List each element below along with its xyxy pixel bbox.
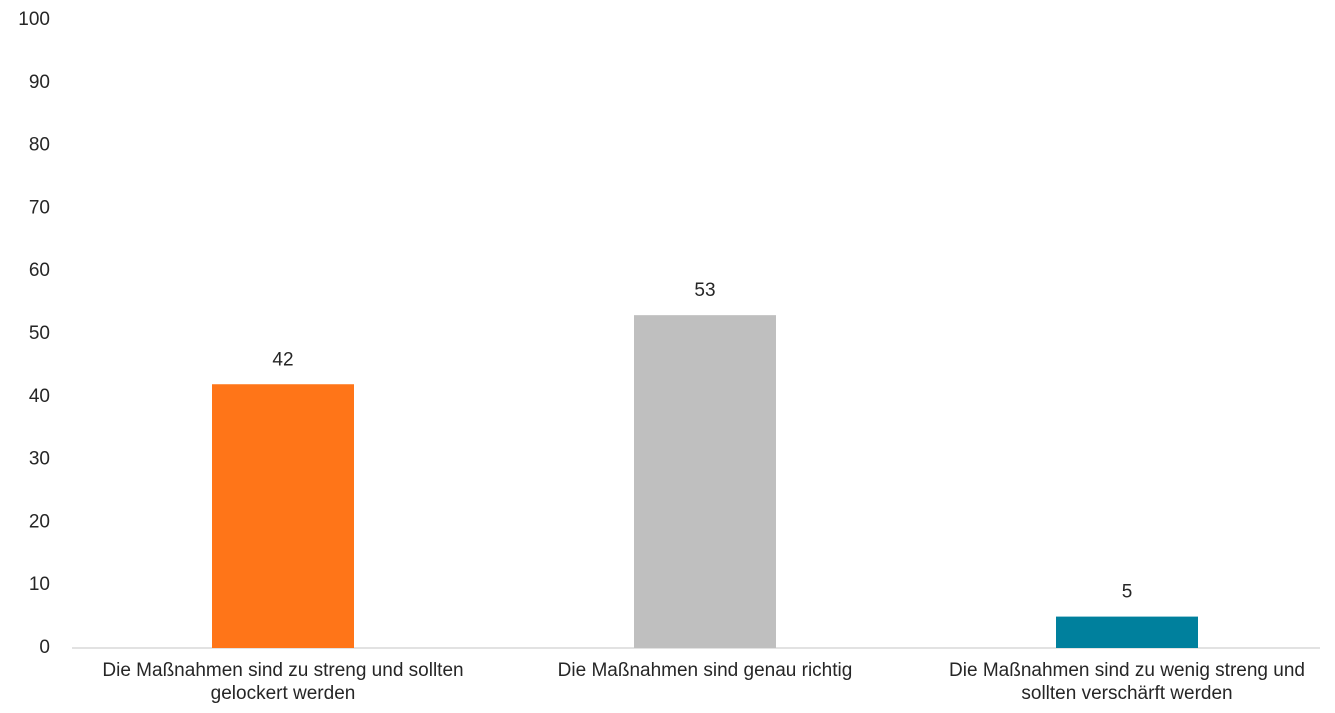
x-tick-label: Die Maßnahmen sind zu streng und sollten… xyxy=(102,660,464,704)
y-tick-label: 70 xyxy=(29,197,50,218)
value-label: 53 xyxy=(694,280,715,301)
value-label: 42 xyxy=(272,349,293,370)
bar xyxy=(634,315,776,648)
y-tick-label: 40 xyxy=(29,386,50,407)
y-tick-label: 0 xyxy=(39,637,50,658)
bar xyxy=(212,384,354,648)
x-tick-label: Die Maßnahmen sind zu wenig streng und s… xyxy=(949,660,1305,704)
value-label: 5 xyxy=(1122,582,1133,603)
y-tick-label: 10 xyxy=(29,574,50,595)
y-tick-label: 20 xyxy=(29,511,50,532)
y-tick-label: 50 xyxy=(29,323,50,344)
y-tick-label: 80 xyxy=(29,135,50,156)
x-tick-label: Die Maßnahmen sind genau richtig xyxy=(557,660,853,681)
bar xyxy=(1056,616,1198,648)
y-tick-label: 30 xyxy=(29,449,50,470)
y-tick-label: 100 xyxy=(18,9,50,30)
y-tick-label: 60 xyxy=(29,260,50,281)
y-tick-label: 90 xyxy=(29,72,50,93)
